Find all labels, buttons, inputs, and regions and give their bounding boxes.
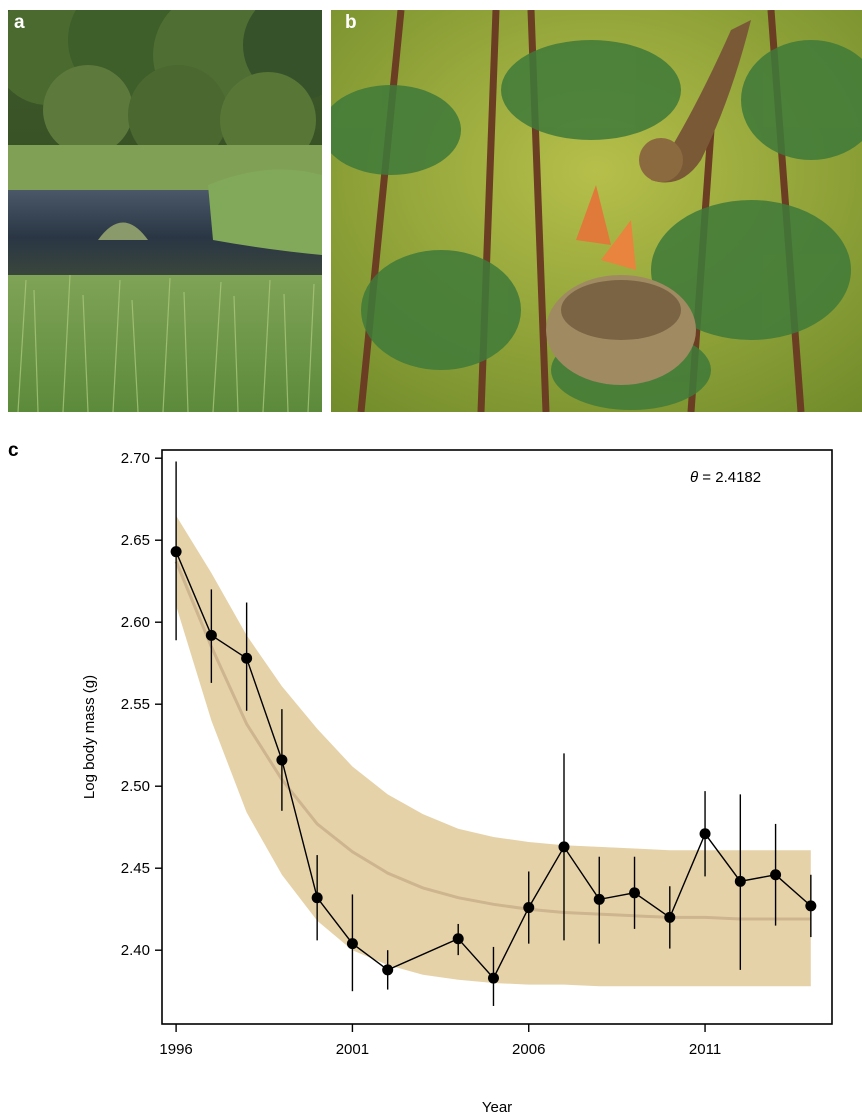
y-axis: 2.40 2.45 2.50 2.55 2.60 2.65 2.70 (121, 450, 162, 959)
data-point (770, 869, 782, 881)
marsh-pond-illustration (8, 10, 322, 412)
data-point (699, 828, 711, 840)
data-point (523, 902, 535, 914)
x-tick-label: 2001 (336, 1041, 369, 1058)
x-tick-label: 2011 (689, 1041, 721, 1058)
panel-label-a: a (14, 12, 25, 33)
data-point (593, 893, 605, 905)
panel-label-b: b (345, 12, 357, 33)
y-tick-label: 2.40 (121, 942, 150, 959)
data-series-layer (170, 461, 817, 1006)
bird-nest-illustration (331, 10, 862, 412)
photo-bird-nest (331, 10, 862, 412)
y-axis-title: Log body mass (g) (81, 675, 98, 799)
data-point (664, 911, 676, 923)
y-tick-label: 2.50 (121, 778, 150, 795)
y-tick-label: 2.70 (121, 450, 150, 467)
x-axis: 1996 2001 2006 2011 (159, 1024, 721, 1058)
data-point (805, 900, 817, 912)
data-point (382, 964, 394, 976)
theta-value: = 2.4182 (698, 469, 761, 486)
x-axis-title: Year (482, 1099, 512, 1116)
data-point (276, 754, 288, 766)
data-point (487, 972, 499, 984)
theta-symbol: θ (690, 469, 698, 486)
data-point (311, 892, 323, 904)
data-point (170, 546, 182, 558)
y-tick-label: 2.55 (121, 696, 150, 713)
photo-marsh-pond (8, 10, 322, 412)
series-line (175, 551, 812, 980)
y-tick-label: 2.45 (121, 860, 150, 877)
data-point (452, 933, 464, 945)
x-tick-label: 1996 (159, 1041, 192, 1058)
y-tick-label: 2.60 (121, 614, 150, 631)
theta-annotation: θ = 2.4182 (690, 469, 761, 486)
data-point (629, 887, 641, 899)
plot-frame (161, 449, 833, 1025)
y-tick-label: 2.65 (121, 532, 150, 549)
confidence-band (176, 515, 811, 987)
data-point (558, 841, 570, 853)
data-point (205, 629, 217, 641)
data-point (241, 652, 253, 664)
data-point (346, 938, 358, 950)
panel-label-c: c (8, 440, 19, 461)
x-tick-label: 2006 (512, 1041, 545, 1058)
data-point (734, 875, 746, 887)
confidence-band-layer (176, 515, 811, 987)
